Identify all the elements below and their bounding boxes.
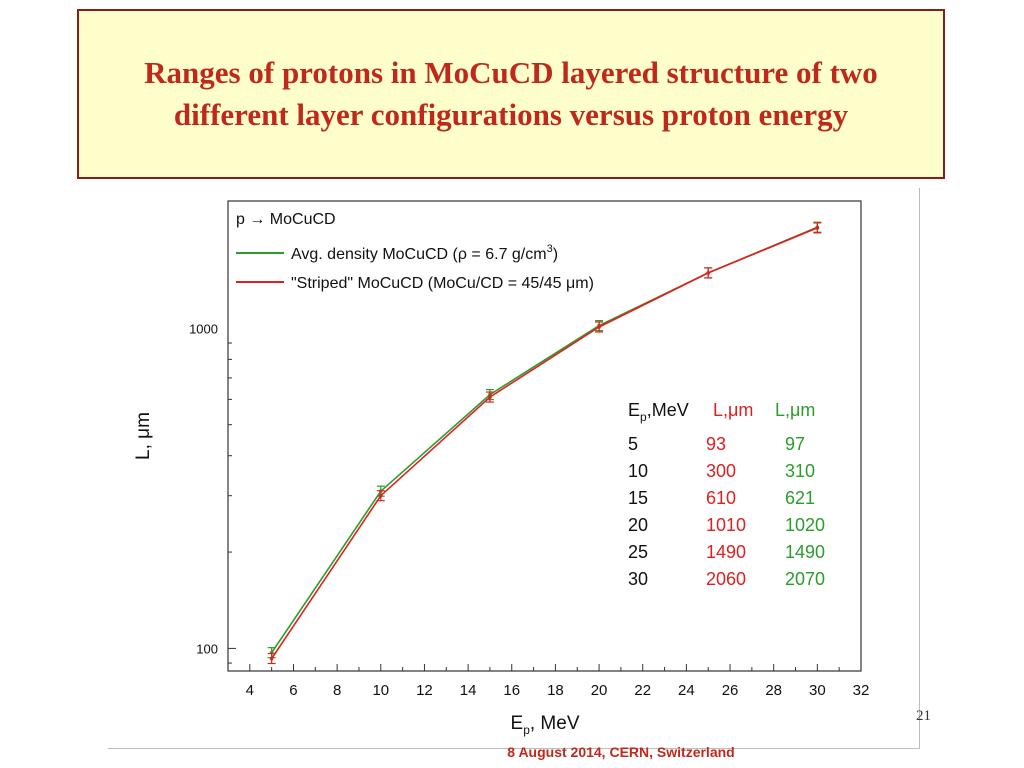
data-point — [706, 271, 711, 275]
x-tick-label: 18 — [547, 682, 564, 699]
data-point — [597, 325, 601, 329]
plot-area — [227, 200, 862, 672]
table-cell: 30 — [628, 569, 648, 589]
table-cell: 1010 — [706, 515, 746, 535]
x-tick-label: 16 — [503, 682, 520, 699]
inset-table: Ep,MeV L,μm L,μm 5 93 97 10 300 310 15 610 621 20… — [628, 400, 825, 589]
table-cell: 621 — [785, 488, 815, 508]
x-tick-label: 6 — [289, 682, 297, 699]
x-tick-label: 14 — [460, 682, 477, 699]
table-cell: 300 — [706, 461, 736, 481]
y-tick-label: 100 — [196, 641, 218, 656]
table-cell: 15 — [628, 488, 648, 508]
series-layer — [267, 221, 822, 665]
table-cell: 97 — [785, 434, 805, 454]
x-tick-label: 26 — [722, 682, 739, 699]
data-point — [269, 656, 274, 661]
footer: 8 August 2014, CERN, Switzerland — [0, 744, 1010, 760]
table-cell: 5 — [628, 434, 638, 454]
data-point — [815, 226, 820, 230]
table-cell: 310 — [785, 461, 815, 481]
chart-title: p → MoCuCD — [236, 211, 336, 228]
table-cell: 2070 — [785, 569, 825, 589]
title-box: Ranges of protons in MoCuCD layered stru… — [77, 9, 945, 179]
figure-frame-bottom-border — [108, 748, 920, 749]
x-tick-label: 12 — [416, 682, 433, 699]
slide-title: Ranges of protons in MoCuCD layered stru… — [144, 55, 878, 132]
axis-ticks: 4 6 8 10 12 14 16 18 20 22 24 26 28 30 32 100 1000 — [189, 321, 869, 699]
legend-label-striped: "Striped" MoCuCD (MoCu/CD = 45/45 μm) — [291, 275, 594, 292]
x-tick-label: 28 — [765, 682, 782, 699]
slide-number: 21 — [916, 708, 931, 724]
x-tick-label: 24 — [678, 682, 695, 699]
table-header-range-avg: L,μm — [775, 400, 815, 420]
table-cell: 1020 — [785, 515, 825, 535]
x-tick-label: 4 — [246, 682, 254, 699]
x-axis-label: Ep, MeV — [511, 713, 580, 737]
series-line-1 — [271, 227, 818, 659]
table-cell: 20 — [628, 515, 648, 535]
y-tick-label: 1000 — [189, 321, 218, 336]
footer-text: 8 August 2014, CERN, Switzerland — [507, 744, 735, 760]
table-cell: 25 — [628, 542, 648, 562]
x-tick-label: 8 — [333, 682, 341, 699]
table-rows: 5 93 97 10 300 310 15 610 621 20 1010 1020 25 1490 149… — [628, 434, 825, 589]
table-cell: 10 — [628, 461, 648, 481]
table-header-energy: Ep,MeV — [628, 400, 689, 424]
x-tick-label: 30 — [809, 682, 826, 699]
x-tick-label: 32 — [853, 682, 870, 699]
x-tick-label: 20 — [591, 682, 608, 699]
legend-rho: ρ — [458, 246, 467, 263]
table-header-range-striped: L,μm — [713, 400, 753, 420]
table-cell: 2060 — [706, 569, 746, 589]
table-cell: 1490 — [706, 542, 746, 562]
x-tick-label: 22 — [634, 682, 651, 699]
table-cell: 1490 — [785, 542, 825, 562]
data-point — [378, 493, 383, 498]
x-tick-label: 10 — [372, 682, 389, 699]
table-cell: 610 — [706, 488, 736, 508]
y-axis-label: L, μm — [133, 412, 154, 460]
table-cell: 93 — [706, 434, 726, 454]
figure-frame-right-border — [919, 188, 920, 748]
data-point — [488, 395, 492, 399]
legend-label-avg-density: Avg. density MoCuCD (ρ = 6.7 g/cm3) — [291, 243, 558, 263]
